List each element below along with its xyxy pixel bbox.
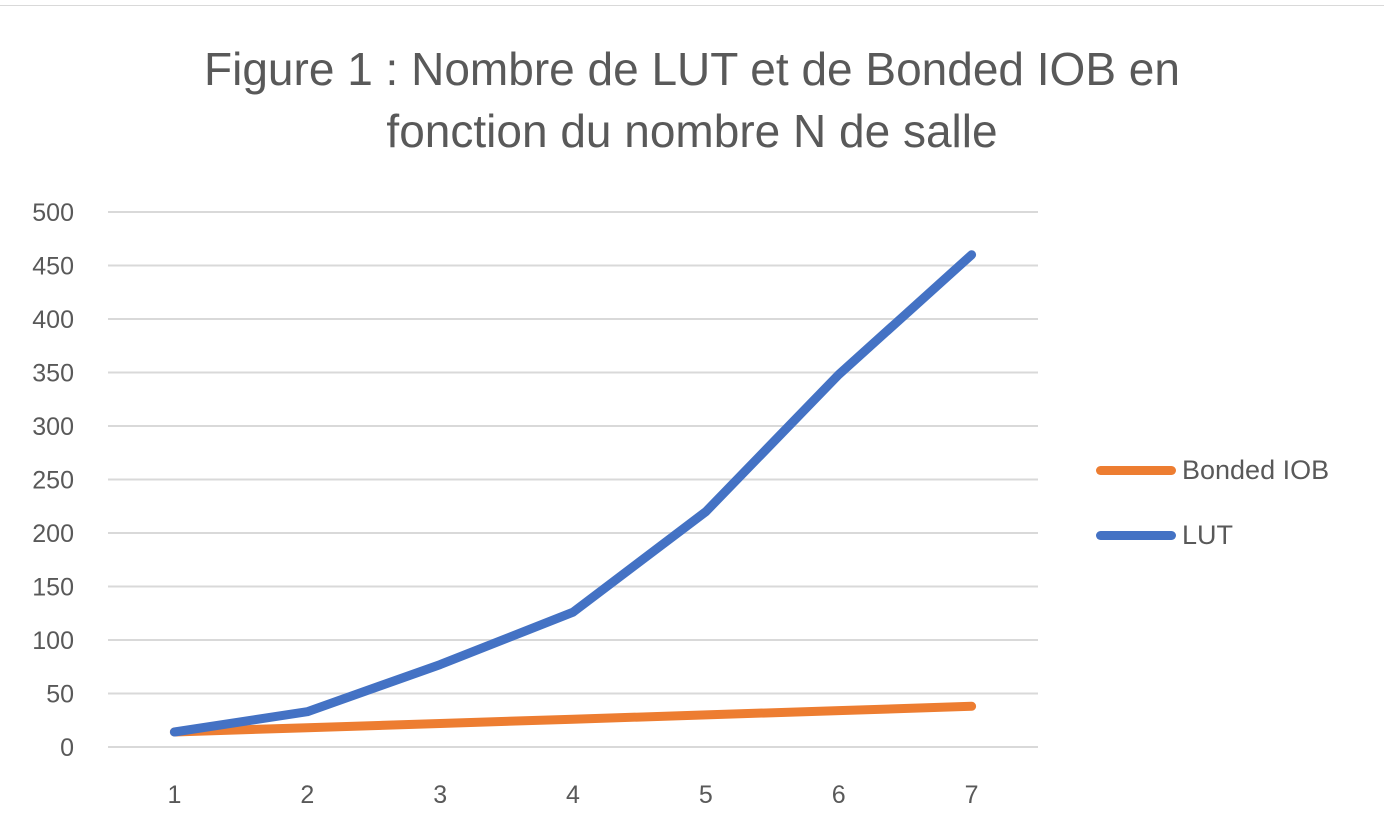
x-axis-ticks: 1 2 3 4 5 6 7 (167, 781, 978, 809)
chart-title-line-1: Figure 1 : Nombre de LUT et de Bonded IO… (204, 43, 1180, 95)
legend-item-lut: LUT (1096, 513, 1376, 557)
legend-label-lut: LUT (1182, 519, 1234, 550)
series-lines (169, 250, 977, 737)
y-tick-label: 350 (32, 360, 74, 388)
chart-title: Figure 1 : Nombre de LUT et de Bonded IO… (0, 38, 1384, 162)
y-tick-label: 300 (32, 413, 74, 441)
legend-swatch-lut (1096, 530, 1176, 540)
x-tick-label: 6 (832, 781, 846, 809)
x-tick-label: 7 (965, 781, 979, 809)
series-line-lut (169, 250, 977, 737)
y-tick-label: 400 (32, 306, 74, 334)
gridlines (108, 211, 1038, 748)
y-tick-label: 50 (46, 681, 74, 709)
y-tick-label: 150 (32, 574, 74, 602)
legend-label-bonded-iob: Bonded IOB (1182, 454, 1330, 485)
legend-item-bonded-iob: Bonded IOB (1096, 448, 1376, 492)
x-tick-label: 5 (699, 781, 713, 809)
top-border (0, 0, 1384, 6)
y-axis-ticks: 0 50 100 150 200 250 300 350 400 450 500 (32, 199, 74, 762)
legend: Bonded IOB LUT (1096, 448, 1376, 578)
y-tick-label: 200 (32, 520, 74, 548)
y-tick-label: 100 (32, 627, 74, 655)
y-tick-label: 250 (32, 467, 74, 495)
y-tick-label: 0 (60, 734, 74, 762)
chart-title-line-2: fonction du nombre N de salle (386, 105, 998, 157)
legend-swatch-bonded-iob (1096, 465, 1176, 475)
x-tick-label: 3 (433, 781, 447, 809)
x-tick-label: 4 (566, 781, 580, 809)
x-tick-label: 2 (300, 781, 314, 809)
series-line-bonded-iob (169, 701, 977, 737)
y-tick-label: 500 (32, 199, 74, 227)
x-tick-label: 1 (167, 781, 181, 809)
y-tick-label: 450 (32, 253, 74, 281)
